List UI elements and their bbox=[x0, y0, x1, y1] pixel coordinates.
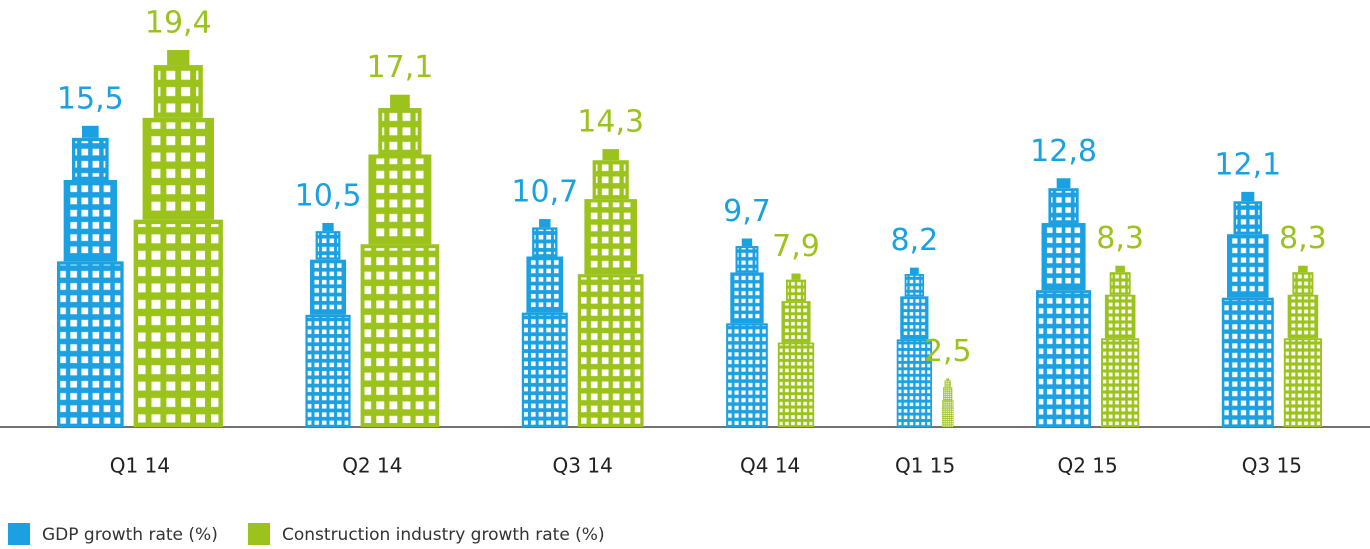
building-windows bbox=[787, 281, 805, 300]
legend-label: Construction industry growth rate (%) bbox=[282, 525, 605, 545]
building-windows bbox=[728, 325, 766, 425]
building-tier bbox=[322, 222, 334, 232]
building-windows bbox=[1106, 296, 1134, 337]
bar bbox=[305, 222, 351, 427]
value-label: 2,5 bbox=[924, 334, 972, 369]
building-windows bbox=[364, 248, 436, 424]
building-windows bbox=[534, 229, 556, 255]
building-windows bbox=[902, 298, 927, 338]
legend-label: GDP growth rate (%) bbox=[42, 525, 218, 545]
building-windows bbox=[898, 341, 931, 426]
value-label: 17,1 bbox=[367, 50, 434, 85]
building-tier bbox=[81, 125, 99, 138]
building-tier bbox=[946, 378, 950, 381]
building-windows bbox=[595, 163, 626, 196]
building-windows bbox=[158, 69, 199, 114]
building-windows bbox=[312, 261, 344, 313]
building-windows bbox=[587, 202, 634, 271]
value-label: 19,4 bbox=[145, 6, 212, 41]
legend-swatch bbox=[248, 523, 270, 545]
bar bbox=[1283, 265, 1322, 427]
value-label: 8,3 bbox=[1279, 221, 1327, 256]
value-label: 10,5 bbox=[295, 178, 362, 213]
x-tick-label: Q2 14 bbox=[342, 454, 402, 478]
bar bbox=[726, 238, 768, 427]
building-windows bbox=[1038, 292, 1089, 425]
building-tier bbox=[1056, 178, 1071, 189]
building-windows bbox=[1051, 190, 1076, 221]
building-windows bbox=[1229, 236, 1267, 296]
building-tier bbox=[741, 238, 753, 247]
building-windows bbox=[66, 183, 114, 259]
value-label: 9,7 bbox=[723, 194, 771, 229]
building-windows bbox=[1224, 300, 1272, 425]
building-windows bbox=[1044, 225, 1083, 288]
building-tier bbox=[909, 267, 919, 275]
building-windows bbox=[307, 317, 349, 425]
bar bbox=[1101, 265, 1140, 427]
bar bbox=[777, 273, 815, 427]
building-windows bbox=[737, 248, 757, 271]
building-tier bbox=[1298, 265, 1308, 273]
value-label: 7,9 bbox=[772, 229, 820, 264]
building-windows bbox=[1111, 274, 1129, 293]
building-windows bbox=[528, 258, 561, 311]
building-windows bbox=[1102, 340, 1138, 426]
bar bbox=[896, 267, 932, 427]
building-windows bbox=[1236, 203, 1260, 232]
building-windows bbox=[60, 264, 121, 424]
building-windows bbox=[382, 111, 418, 151]
bar bbox=[1036, 178, 1092, 427]
x-tick-label: Q2 15 bbox=[1057, 454, 1117, 478]
value-label: 15,5 bbox=[57, 81, 124, 116]
value-label: 12,8 bbox=[1030, 134, 1097, 169]
building-tier bbox=[1241, 191, 1255, 202]
x-tick-label: Q1 14 bbox=[110, 454, 170, 478]
x-tick-label: Q3 15 bbox=[1242, 454, 1302, 478]
building-windows bbox=[906, 275, 923, 295]
value-label: 12,1 bbox=[1214, 147, 1281, 182]
value-label: 14,3 bbox=[577, 105, 644, 140]
building-tier bbox=[791, 273, 801, 280]
building-windows bbox=[75, 141, 106, 177]
bar bbox=[57, 125, 124, 427]
bar bbox=[133, 50, 223, 427]
building-tier bbox=[602, 149, 619, 161]
building-windows bbox=[317, 233, 339, 258]
building-windows bbox=[1294, 274, 1312, 293]
building-windows bbox=[581, 277, 641, 424]
x-tick-label: Q1 15 bbox=[895, 454, 955, 478]
building-tier bbox=[539, 219, 551, 228]
building-tier bbox=[390, 94, 410, 108]
building-windows bbox=[732, 274, 762, 322]
building-windows bbox=[524, 314, 566, 425]
building-windows bbox=[945, 380, 951, 387]
building-windows bbox=[372, 158, 428, 241]
x-tick-label: Q4 14 bbox=[740, 454, 800, 478]
x-tick-label: Q3 14 bbox=[553, 454, 613, 478]
building-windows bbox=[783, 302, 809, 341]
building-windows bbox=[1289, 296, 1317, 337]
building-tier bbox=[1115, 265, 1125, 273]
building-tier bbox=[167, 50, 190, 66]
value-label: 10,7 bbox=[511, 175, 578, 210]
bar bbox=[1221, 191, 1274, 427]
bar bbox=[577, 149, 644, 427]
bar bbox=[941, 378, 954, 427]
legend-swatch bbox=[8, 523, 30, 545]
building-windows bbox=[943, 387, 952, 400]
building-windows bbox=[147, 122, 210, 216]
building-windows bbox=[138, 224, 219, 423]
value-label: 8,3 bbox=[1096, 221, 1144, 256]
bar bbox=[360, 94, 440, 427]
building-windows bbox=[1285, 340, 1321, 426]
building-windows bbox=[779, 344, 813, 426]
building-windows bbox=[942, 400, 953, 427]
value-label: 8,2 bbox=[890, 223, 938, 258]
bar bbox=[521, 219, 568, 427]
